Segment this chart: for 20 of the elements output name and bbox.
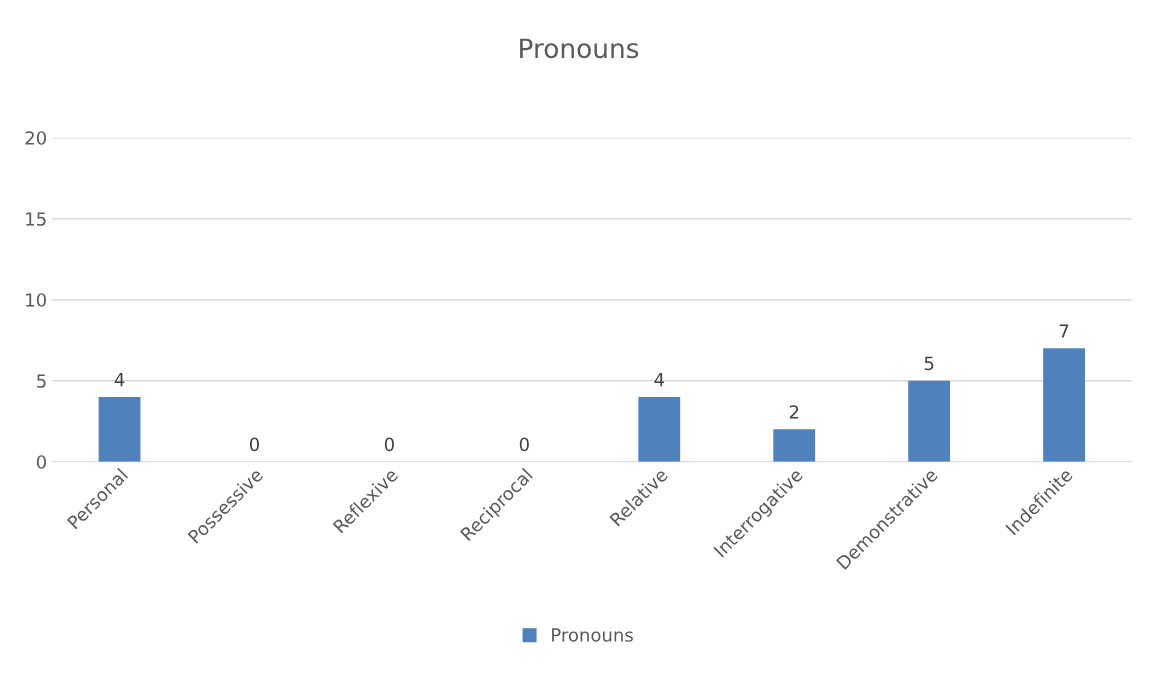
chart-title: Pronouns bbox=[520, 38, 639, 59]
data-label: 2 bbox=[789, 405, 799, 419]
y-tick-label: 10 bbox=[26, 293, 46, 307]
y-tick-label: 0 bbox=[36, 455, 46, 469]
data-label: 4 bbox=[654, 373, 664, 387]
data-label: 0 bbox=[519, 437, 529, 452]
data-label: 4 bbox=[114, 373, 125, 387]
data-label: 0 bbox=[384, 437, 394, 452]
bar bbox=[1043, 348, 1085, 462]
legend-label: Pronouns bbox=[552, 628, 633, 642]
data-label: 0 bbox=[249, 437, 260, 452]
data-label: 5 bbox=[924, 356, 934, 371]
y-tick-label: 5 bbox=[37, 374, 46, 388]
bar bbox=[908, 380, 951, 462]
bar bbox=[638, 396, 681, 462]
y-tick-label: 15 bbox=[26, 212, 46, 226]
bar bbox=[98, 396, 141, 462]
y-tick-label: 20 bbox=[25, 131, 46, 145]
bar bbox=[773, 429, 816, 462]
data-label: 7 bbox=[1059, 324, 1069, 338]
